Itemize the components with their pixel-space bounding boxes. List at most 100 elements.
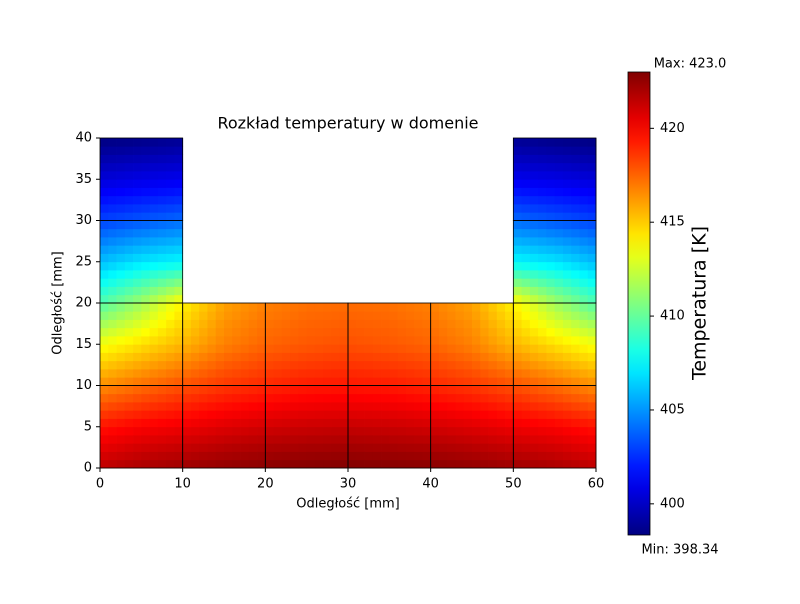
field-cell — [124, 377, 134, 386]
field-cell — [381, 303, 390, 312]
field-cell — [381, 459, 390, 469]
field-cell — [463, 336, 473, 345]
y-tick-label: 10 — [75, 378, 92, 393]
field-cell — [124, 179, 134, 188]
field-cell — [438, 459, 448, 469]
field-cell — [356, 327, 365, 337]
field-cell — [100, 327, 109, 337]
field-cell — [133, 228, 142, 238]
field-cell — [513, 228, 522, 238]
field-cell — [521, 286, 531, 296]
field-cell — [199, 319, 208, 329]
field-cell — [273, 402, 283, 411]
field-cell — [546, 286, 556, 296]
field-cell — [496, 311, 506, 320]
field-cell — [430, 369, 440, 378]
field-cell — [116, 435, 126, 444]
field-cell — [157, 294, 167, 304]
field-cell — [455, 451, 465, 461]
field-cell — [529, 237, 539, 246]
field-cell — [587, 369, 597, 378]
field-cell — [521, 171, 531, 180]
field-cell — [124, 204, 134, 213]
field-cell — [182, 344, 192, 353]
field-cell — [124, 435, 134, 444]
field-cell — [472, 319, 481, 329]
field-cell — [281, 327, 291, 337]
field-cell — [463, 459, 473, 469]
field-cell — [438, 369, 448, 378]
field-cell — [422, 303, 432, 312]
field-cell — [141, 195, 150, 205]
field-cell — [257, 402, 266, 411]
field-cell — [529, 369, 539, 378]
field-cell — [257, 327, 266, 337]
field-cell — [455, 402, 465, 411]
field-cell — [381, 410, 390, 419]
field-cell — [571, 402, 580, 411]
field-cell — [438, 443, 448, 452]
field-cell — [273, 369, 283, 378]
field-cell — [356, 377, 365, 386]
field-cell — [133, 154, 142, 164]
field-cell — [521, 270, 531, 279]
field-cell — [207, 418, 217, 428]
field-cell — [538, 179, 547, 188]
field-cell — [463, 410, 473, 419]
field-cell — [513, 278, 522, 287]
field-cell — [422, 385, 432, 395]
field-cell — [339, 443, 349, 452]
field-cell — [571, 261, 580, 271]
field-cell — [298, 443, 308, 452]
field-cell — [529, 171, 539, 180]
field-cell — [472, 418, 481, 428]
field-cell — [505, 443, 514, 452]
field-cell — [505, 385, 514, 395]
field-cell — [248, 303, 258, 312]
field-cell — [579, 162, 589, 172]
field-cell — [290, 319, 299, 329]
field-cell — [513, 146, 522, 155]
field-cell — [190, 451, 200, 461]
x-tick-label: 30 — [340, 477, 357, 492]
field-cell — [240, 344, 250, 353]
colorbar-tick-label: 400 — [660, 496, 685, 511]
field-cell — [124, 253, 134, 263]
field-cell — [124, 261, 134, 271]
field-cell — [281, 303, 291, 312]
field-cell — [562, 253, 572, 263]
field-cell — [513, 138, 522, 147]
field-cell — [248, 459, 258, 469]
field-cell — [290, 443, 299, 452]
field-cell — [397, 303, 407, 312]
field-cell — [108, 303, 117, 312]
field-cell — [364, 303, 374, 312]
field-cell — [389, 402, 398, 411]
field-cell — [116, 146, 126, 155]
field-cell — [447, 344, 456, 353]
field-cell — [149, 154, 159, 164]
field-cell — [438, 402, 448, 411]
field-cell — [554, 220, 564, 230]
field-cell — [166, 327, 175, 337]
field-cell — [455, 344, 465, 353]
field-cell — [339, 369, 349, 378]
field-cell — [182, 352, 192, 362]
field-cell — [141, 360, 150, 370]
field-cell — [447, 377, 456, 386]
field-cell — [199, 435, 208, 444]
field-cell — [480, 402, 489, 411]
field-cell — [257, 360, 266, 370]
field-cell — [166, 204, 175, 213]
field-cell — [174, 286, 184, 296]
y-tick-label: 15 — [75, 337, 92, 352]
y-tick-label: 0 — [84, 461, 92, 476]
field-cell — [562, 393, 572, 403]
field-cell — [141, 459, 150, 469]
field-cell — [496, 459, 506, 469]
field-cell — [529, 360, 539, 370]
y-tick-label: 35 — [75, 172, 92, 187]
field-cell — [166, 162, 175, 172]
field-cell — [364, 327, 374, 337]
field-cell — [447, 402, 456, 411]
